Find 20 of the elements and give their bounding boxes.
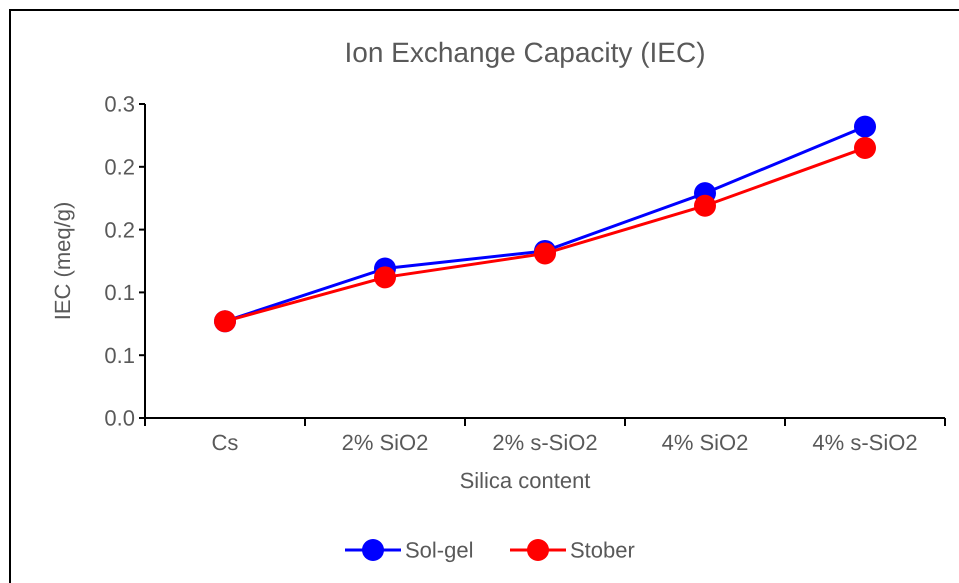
y-axis-title: IEC (meq/g) xyxy=(50,202,75,320)
x-tick-label: Cs xyxy=(212,430,238,455)
y-tick-label: 0.2 xyxy=(104,217,135,242)
y-tick-label: 0.2 xyxy=(104,154,135,180)
legend-label: Sol-gel xyxy=(405,538,474,563)
point xyxy=(694,194,716,217)
point xyxy=(374,266,396,288)
x-tick-label: 2% s-SiO2 xyxy=(492,430,598,455)
x-axis-title: Silica content xyxy=(460,468,590,493)
y-tick-label: 0.1 xyxy=(104,280,135,306)
legend-label: Stober xyxy=(570,538,635,563)
y-tick-label: 0.3 xyxy=(104,92,135,117)
point xyxy=(854,136,876,159)
point xyxy=(854,116,876,138)
x-tick-label: 4% SiO2 xyxy=(662,430,748,455)
x-tick-label: 4% s-SiO2 xyxy=(812,430,918,455)
x-tick-label: 2% SiO2 xyxy=(342,430,428,455)
y-tick-label: 0.0 xyxy=(104,406,135,431)
y-tick-label: 0.1 xyxy=(104,342,135,368)
chart-title: Ion Exchange Capacity (IEC) xyxy=(344,37,706,68)
